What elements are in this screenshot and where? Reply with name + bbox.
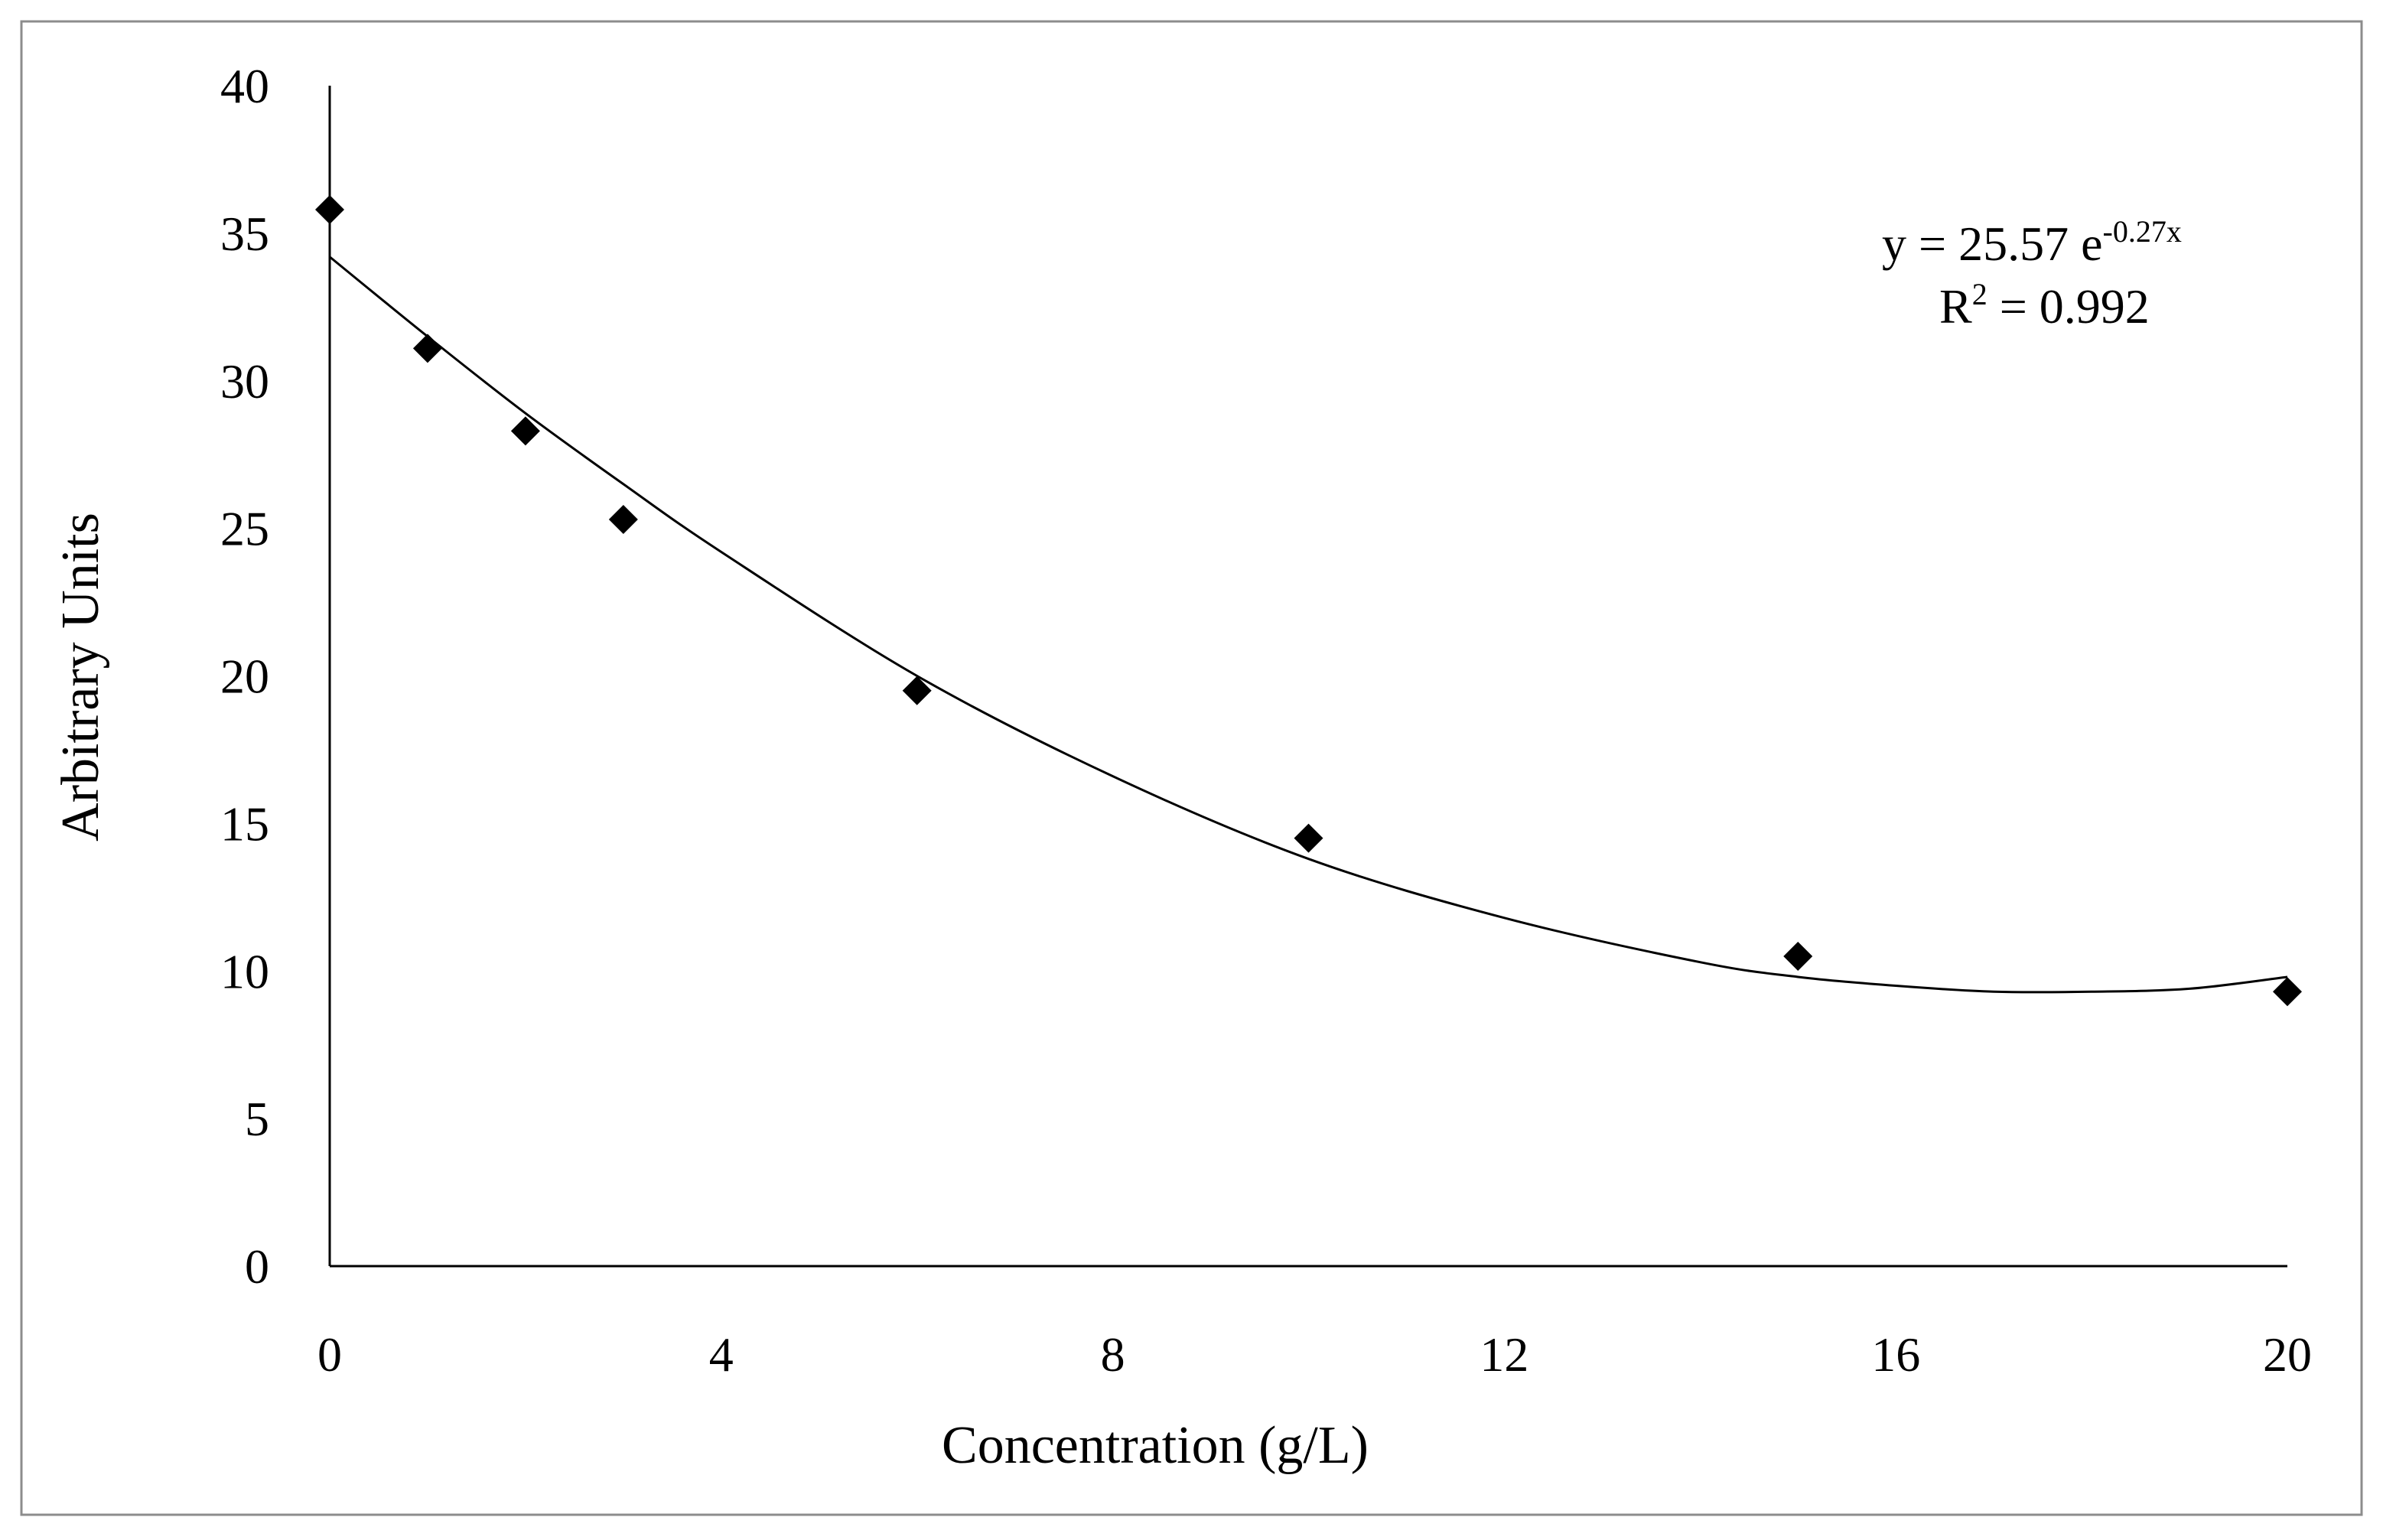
- y-tick-label: 20: [220, 650, 269, 704]
- y-tick-label: 10: [220, 944, 269, 998]
- x-tick-label: 4: [709, 1327, 734, 1382]
- r-squared-value: = 0.992: [1987, 279, 2150, 334]
- y-tick-label: 0: [245, 1239, 269, 1294]
- trendline-equation: y = 25.57 e-0.27x: [1882, 214, 2182, 271]
- x-tick-label: 16: [1871, 1327, 1920, 1382]
- r-squared-label: R2 = 0.992: [1939, 277, 2150, 334]
- trendline: [329, 256, 2288, 994]
- data-point: [412, 334, 442, 363]
- y-tick-label: 25: [220, 502, 269, 556]
- r-squared-prefix: R: [1939, 279, 1972, 334]
- y-tick-label: 35: [220, 207, 269, 261]
- y-tick-labels: 0 5 10 15 20 25 30 35 40: [220, 59, 269, 1294]
- r-squared-exponent: 2: [1972, 277, 1987, 311]
- data-point: [1294, 823, 1323, 853]
- data-point: [608, 505, 638, 535]
- y-axis-title: Arbitrary Units: [51, 513, 110, 842]
- data-point: [510, 416, 540, 446]
- x-axis-title: Concentration (g/L): [942, 1416, 1369, 1475]
- y-tick-label: 15: [220, 796, 269, 851]
- x-tick-label: 12: [1480, 1327, 1528, 1382]
- x-tick-labels: 0 4 8 12 16 20: [317, 1327, 2312, 1382]
- data-point: [902, 676, 932, 705]
- equation-exponent: -0.27x: [2103, 214, 2182, 249]
- x-tick-label: 0: [317, 1327, 342, 1382]
- y-tick-label: 5: [245, 1092, 269, 1146]
- y-tick-label: 40: [220, 59, 269, 113]
- data-point: [315, 195, 344, 225]
- y-tick-label: 30: [220, 354, 269, 409]
- x-tick-label: 20: [2263, 1327, 2312, 1382]
- equation-main: y = 25.57 e: [1882, 217, 2103, 271]
- data-point: [2273, 977, 2302, 1007]
- data-point: [1783, 941, 1813, 971]
- data-points: [315, 195, 2302, 1007]
- x-tick-label: 8: [1101, 1327, 1125, 1382]
